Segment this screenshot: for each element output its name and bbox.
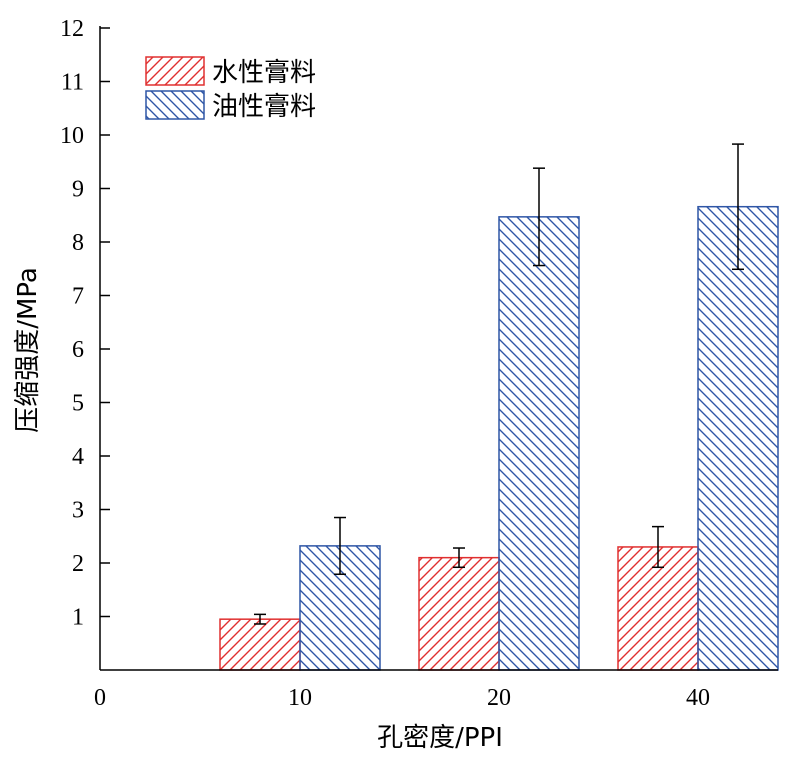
y-tick-label: 8: [72, 230, 84, 256]
x-axis-title: 孔密度/PPI: [377, 723, 503, 753]
y-tick-label: 10: [60, 123, 84, 149]
legend: 水性膏料 油性膏料: [145, 56, 316, 122]
x-tick-label: 40: [686, 685, 710, 711]
y-tick-label: 2: [72, 551, 84, 577]
bar-oil-paste-20: [498, 216, 580, 671]
legend-swatch-oil-paste: [145, 90, 205, 120]
y-tick-label: 12: [60, 16, 84, 42]
y-tick-label: 1: [72, 605, 84, 631]
bars-group: [219, 205, 779, 671]
y-tick-label: 3: [72, 498, 84, 524]
y-tick-label: 7: [72, 284, 84, 310]
legend-label-oil-paste: 油性膏料: [212, 92, 316, 122]
x-tick-label: 10: [288, 685, 312, 711]
error-bars-group: [254, 143, 744, 625]
x-ticks-group: 0 10 20 40: [94, 685, 710, 711]
legend-swatch-water-paste: [145, 56, 205, 86]
x-origin-label: 0: [94, 685, 106, 711]
y-tick-label: 5: [72, 391, 84, 417]
y-tick-label: 6: [72, 337, 84, 363]
y-axis-title: 压缩强度/MPa: [13, 267, 43, 433]
bar-oil-paste-40: [697, 205, 779, 671]
legend-label-water-paste: 水性膏料: [212, 58, 316, 88]
y-tick-label: 11: [61, 70, 84, 96]
bar-water-paste-10: [219, 618, 301, 671]
y-tick-label: 4: [72, 444, 84, 470]
y-tick-label: 9: [72, 177, 84, 203]
bar-water-paste-20: [418, 556, 500, 671]
x-tick-label: 20: [487, 685, 511, 711]
